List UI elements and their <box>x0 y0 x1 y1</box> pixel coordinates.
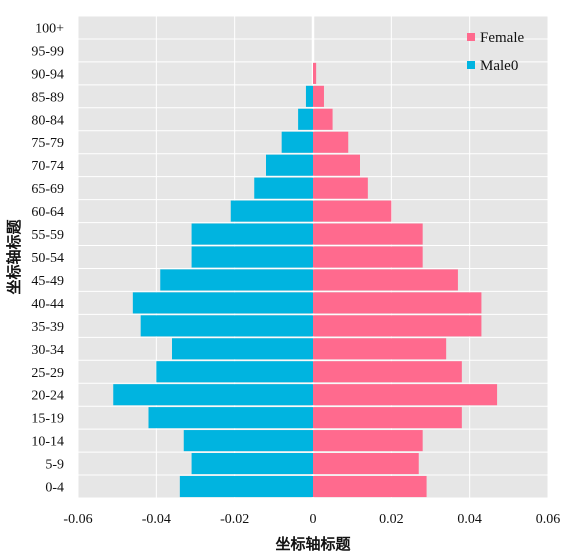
bar-male0-25-29 <box>156 361 313 383</box>
y-tick-label: 45-49 <box>31 274 64 289</box>
bar-female-85-89 <box>313 85 324 107</box>
x-tick-label: 0.04 <box>457 512 482 527</box>
y-tick-label: 55-59 <box>31 228 64 243</box>
y-tick-label: 35-39 <box>31 320 64 335</box>
bar-female-80-84 <box>313 108 333 130</box>
bar-male0-60-64 <box>230 200 313 222</box>
y-tick-label: 30-34 <box>31 343 64 358</box>
bar-male0-15-19 <box>148 407 313 429</box>
bar-female-75-79 <box>313 131 349 153</box>
y-tick-label: 70-74 <box>31 159 64 174</box>
bar-female-25-29 <box>313 361 462 383</box>
bar-male0-75-79 <box>281 131 313 153</box>
bar-female-10-14 <box>313 430 423 452</box>
x-tick-label: 0 <box>310 512 317 527</box>
y-tick-label: 25-29 <box>31 366 64 381</box>
bar-male0-35-39 <box>140 315 313 337</box>
bar-male0-45-49 <box>160 269 313 291</box>
y-tick-label: 75-79 <box>31 136 64 151</box>
y-tick-label: 85-89 <box>31 90 64 105</box>
y-tick-label: 40-44 <box>31 297 64 312</box>
y-tick-label: 90-94 <box>31 67 64 82</box>
x-tick-label: -0.06 <box>63 512 92 527</box>
bar-female-65-69 <box>313 177 368 199</box>
y-tick-label: 0-4 <box>45 481 64 496</box>
bars <box>113 62 498 498</box>
x-axis-title: 坐标轴标题 <box>275 535 351 553</box>
bar-male0-65-69 <box>254 177 313 199</box>
bar-male0-0-4 <box>179 475 313 498</box>
y-tick-labels: 0-4 5-9 10-14 15-19 20-24 25-29 30-34 35-39 40-4… <box>31 21 64 495</box>
y-tick-label: 20-24 <box>31 389 64 404</box>
y-axis-title: 坐标轴标题 <box>5 219 23 295</box>
bar-female-70-74 <box>313 154 360 176</box>
x-tick-label: -0.04 <box>142 512 171 527</box>
bar-female-45-49 <box>313 269 458 291</box>
bar-male0-20-24 <box>113 384 313 406</box>
legend-label-male0: Male0 <box>480 58 518 74</box>
y-tick-label: 10-14 <box>31 435 64 450</box>
bar-male0-5-9 <box>191 453 313 475</box>
bar-male0-80-84 <box>298 108 313 130</box>
legend-swatch-female <box>467 33 475 41</box>
y-tick-label: 95-99 <box>31 44 64 59</box>
legend-label-female: Female <box>480 30 524 46</box>
bar-female-60-64 <box>313 200 392 222</box>
bar-female-50-54 <box>313 246 423 268</box>
bar-female-90-94 <box>313 62 317 84</box>
x-tick-label: -0.02 <box>220 512 249 527</box>
y-tick-label: 15-19 <box>31 412 64 427</box>
bar-male0-70-74 <box>266 154 313 176</box>
bar-male0-50-54 <box>191 246 313 268</box>
bar-female-30-34 <box>313 338 447 360</box>
legend-swatch-male0 <box>467 61 475 69</box>
y-tick-label: 80-84 <box>31 113 64 128</box>
bar-male0-85-89 <box>305 85 313 107</box>
y-tick-label: 65-69 <box>31 182 64 197</box>
bar-female-0-4 <box>313 475 427 498</box>
bar-male0-55-59 <box>191 223 313 245</box>
y-tick-label: 60-64 <box>31 205 64 220</box>
bar-female-40-44 <box>313 292 482 314</box>
bar-female-35-39 <box>313 315 482 337</box>
y-tick-label: 50-54 <box>31 251 64 266</box>
y-tick-label: 100+ <box>35 21 64 36</box>
bar-female-5-9 <box>313 453 419 475</box>
bar-female-15-19 <box>313 407 462 429</box>
bar-male0-10-14 <box>183 430 313 452</box>
bar-male0-40-44 <box>132 292 313 314</box>
x-tick-labels: -0.06 -0.04 -0.02 0 0.02 0.04 0.06 <box>63 512 560 527</box>
bar-male0-30-34 <box>172 338 313 360</box>
y-tick-label: 5-9 <box>45 458 64 473</box>
bar-female-20-24 <box>313 384 498 406</box>
legend: Female Male0 <box>467 30 524 74</box>
bar-female-55-59 <box>313 223 423 245</box>
x-tick-label: 0.02 <box>379 512 404 527</box>
x-tick-label: 0.06 <box>536 512 561 527</box>
